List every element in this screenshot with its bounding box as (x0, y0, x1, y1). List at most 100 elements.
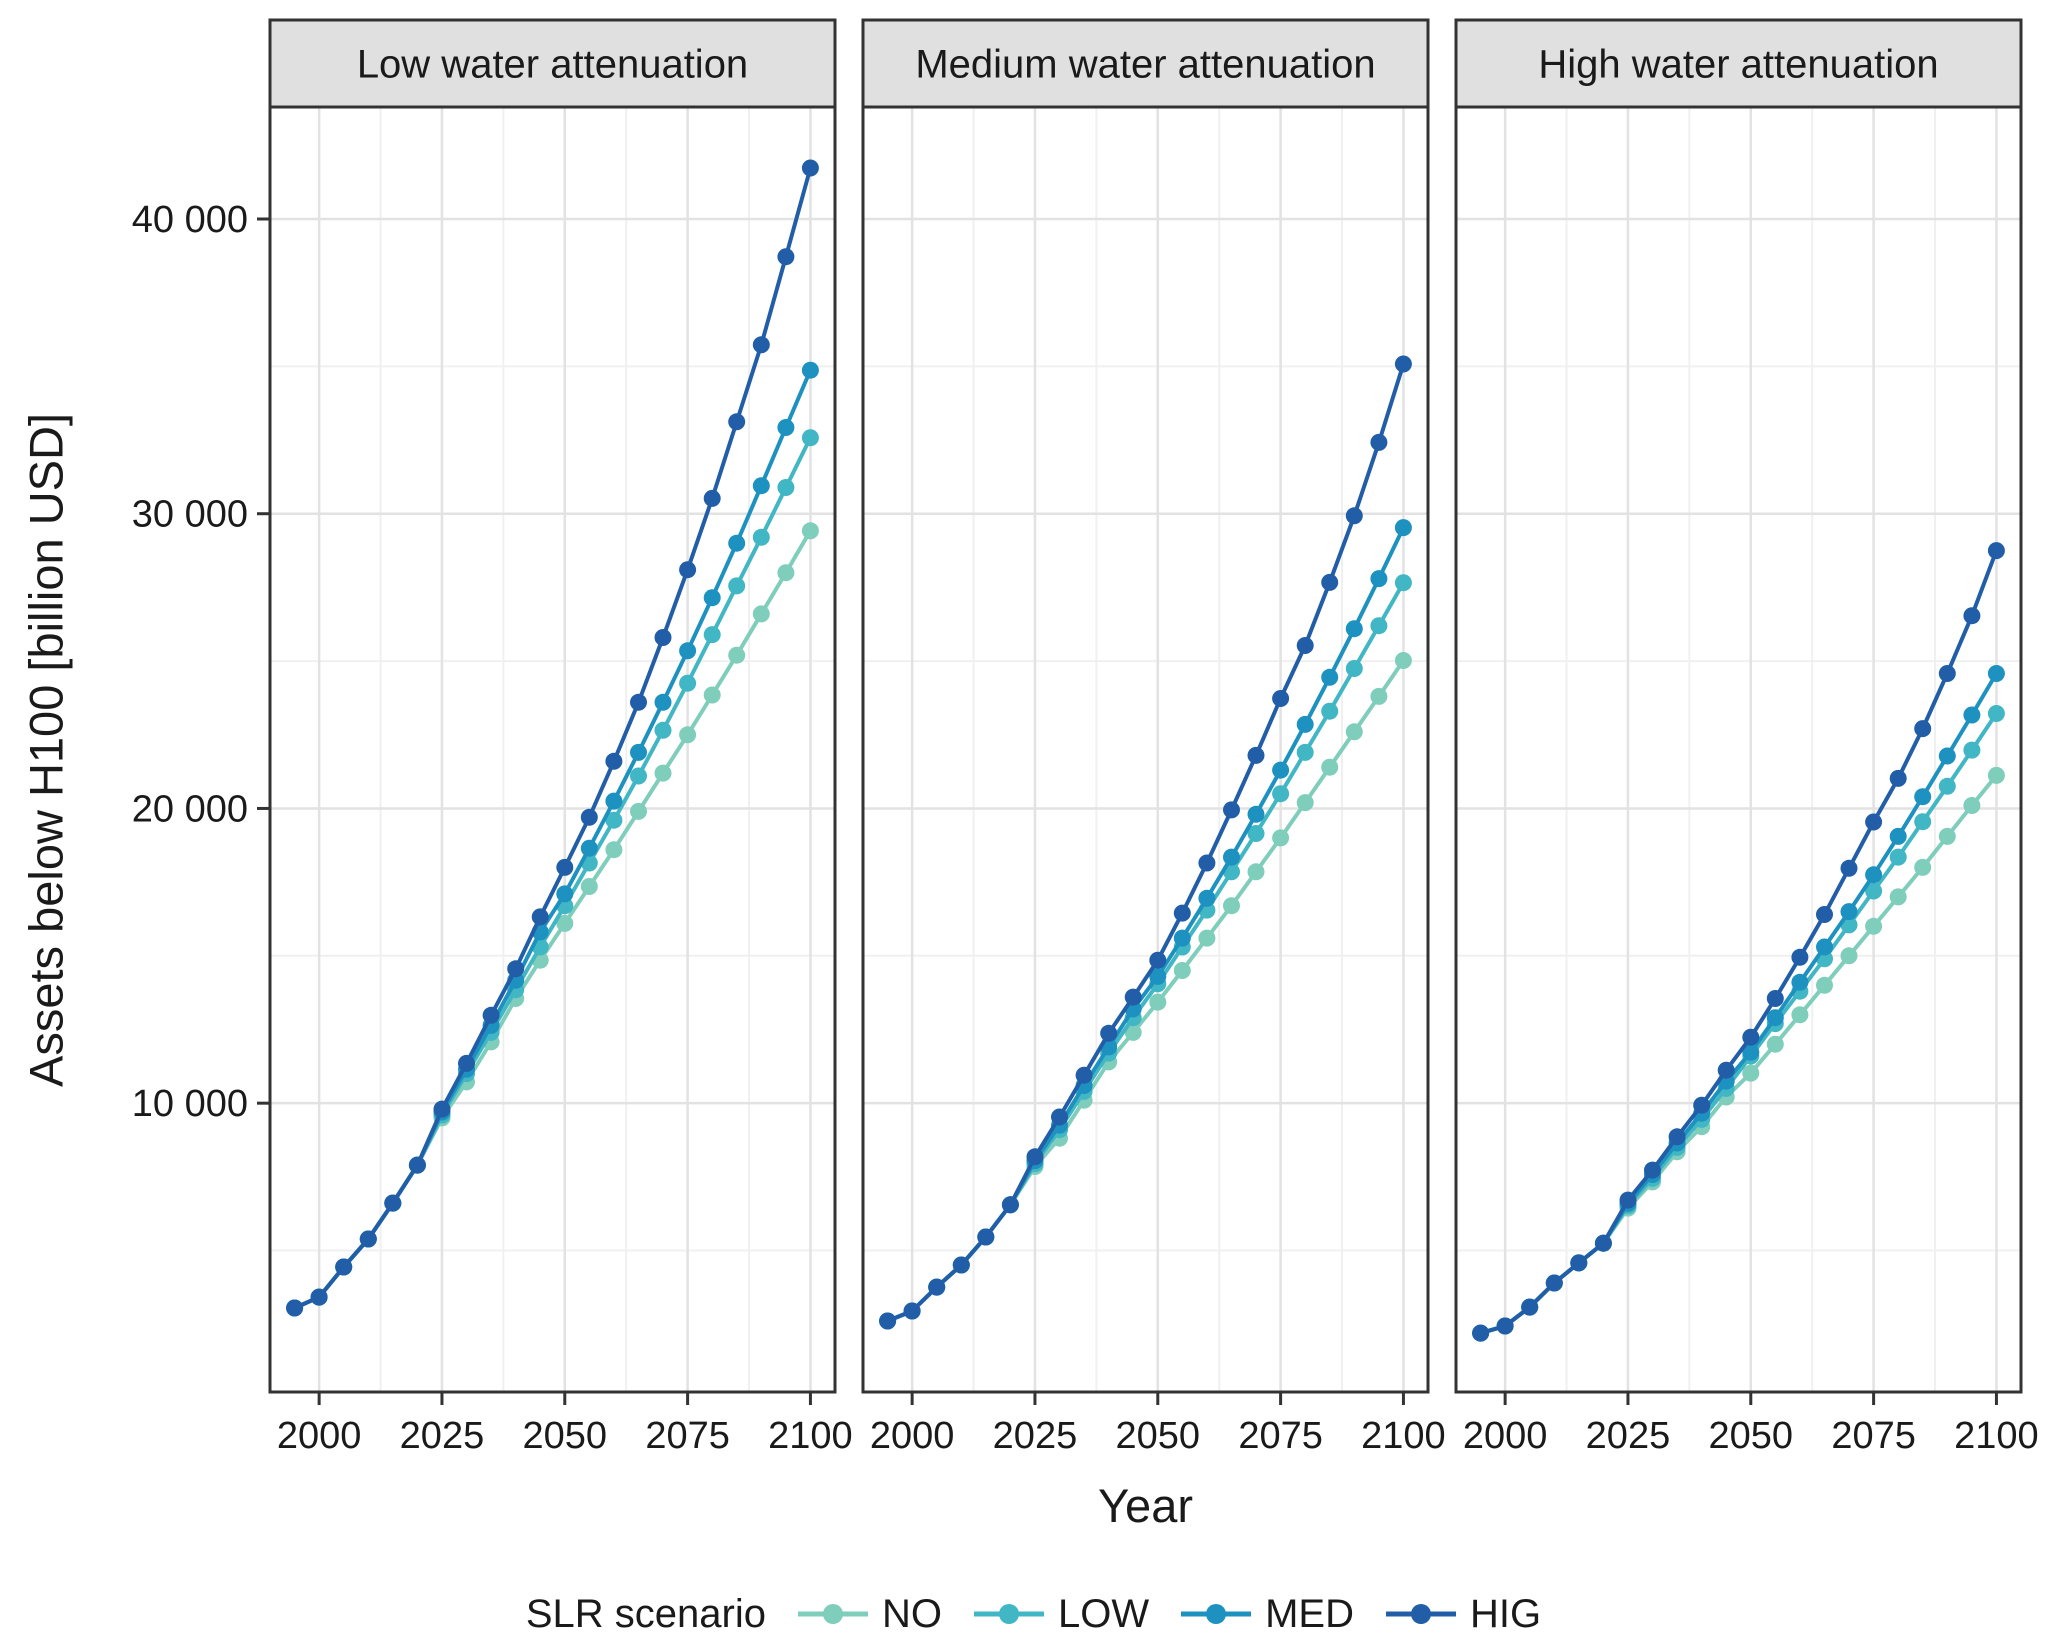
data-point (703, 589, 721, 607)
data-point (1717, 1061, 1735, 1079)
legend-point (998, 1604, 1019, 1624)
legend-point (822, 1604, 843, 1624)
data-point (903, 1302, 921, 1320)
data-point (728, 534, 746, 552)
data-point (1742, 1043, 1760, 1061)
data-point (1321, 702, 1339, 720)
legend-label: MED (1265, 1591, 1354, 1636)
data-point (1321, 573, 1339, 591)
data-point (482, 1006, 500, 1024)
data-point (1223, 897, 1240, 915)
data-point (605, 811, 623, 829)
data-point (1394, 652, 1412, 669)
data-point (1816, 906, 1833, 923)
data-point (728, 577, 746, 595)
data-point (458, 1054, 475, 1072)
panel-header (268, 18, 837, 109)
legend-marker-low-icon (973, 1604, 1044, 1624)
panel-high-water-attenuation: High water attenuation 2000 2025 2050 2075 21… (1454, 18, 2039, 1457)
data-point (408, 1156, 426, 1174)
legend-label: LOW (1057, 1591, 1150, 1636)
x-tick-label: 2100 (1361, 1415, 1446, 1457)
data-point (1963, 797, 1981, 814)
data-point (1496, 1317, 1514, 1335)
data-point (801, 429, 819, 447)
data-point (752, 605, 770, 623)
data-point (1889, 848, 1907, 866)
y-tick-label: 20 000 (132, 788, 248, 830)
x-tick-label: 2050 (1709, 1415, 1794, 1457)
data-point (728, 646, 746, 664)
data-point (1594, 1234, 1612, 1252)
data-point (928, 1278, 946, 1296)
data-point (1545, 1274, 1563, 1292)
data-point (1865, 917, 1883, 935)
data-point (679, 674, 697, 692)
legend-point (1411, 1604, 1431, 1624)
data-point (1296, 794, 1314, 812)
data-point (1272, 829, 1290, 847)
panel-header (1454, 18, 2023, 109)
data-point (1345, 723, 1363, 741)
legend-marker-med-icon (1181, 1604, 1252, 1624)
data-point (679, 726, 697, 744)
data-point (1394, 519, 1412, 537)
data-point (1173, 962, 1191, 979)
data-point (1865, 882, 1883, 900)
data-point (679, 642, 697, 660)
panel-header-label: Low water attenuation (357, 43, 748, 87)
data-point (630, 743, 647, 761)
data-point (952, 1256, 970, 1274)
data-point (977, 1228, 995, 1246)
data-point (1051, 1108, 1068, 1126)
data-point (752, 528, 770, 546)
x-tick-label: 2050 (523, 1415, 608, 1457)
data-point (777, 248, 795, 266)
data-point (1963, 706, 1981, 724)
data-point (1173, 929, 1191, 947)
data-point (1296, 743, 1314, 761)
data-point (654, 721, 672, 739)
data-point (1766, 1035, 1784, 1053)
data-point (286, 1299, 304, 1317)
legend-title: SLR scenario (525, 1591, 766, 1636)
series-line-hig (886, 363, 1406, 1323)
x-tick-label: 2025 (1586, 1415, 1671, 1457)
data-point (1394, 355, 1412, 373)
legend-label: NO (881, 1591, 942, 1636)
data-point (556, 885, 574, 903)
legend-marker-no-icon (797, 1604, 868, 1624)
data-point (1198, 929, 1216, 947)
y-tick-label: 30 000 (132, 494, 248, 536)
panel-header (861, 18, 1430, 109)
panel-medium-water-attenuation: Medium water attenuation 2000 2025 2050 2075… (861, 18, 1446, 1457)
legend-point (1206, 1604, 1227, 1624)
data-point (1766, 990, 1784, 1007)
data-point (1149, 951, 1167, 969)
data-point (1766, 1009, 1784, 1027)
data-point (1889, 769, 1907, 787)
data-point (1296, 715, 1314, 733)
data-point (1321, 668, 1339, 686)
data-point (1816, 976, 1833, 994)
data-point (1345, 620, 1363, 638)
data-point (679, 561, 697, 579)
data-point (1619, 1191, 1637, 1209)
data-point (752, 336, 770, 354)
data-point (1173, 904, 1191, 922)
x-tick-label: 2000 (1463, 1415, 1548, 1457)
data-point (1124, 1023, 1142, 1041)
data-point (1963, 607, 1981, 625)
data-point (1296, 637, 1314, 654)
data-point (654, 693, 672, 711)
data-point (1247, 825, 1265, 842)
data-point (801, 361, 819, 379)
data-point (1840, 947, 1858, 965)
data-point (1100, 1024, 1118, 1042)
data-point (1840, 859, 1858, 877)
data-point (1938, 777, 1956, 795)
data-point (1321, 758, 1339, 776)
data-point (1370, 433, 1388, 451)
y-axis-title: Assets below H100 [billion USD] (19, 413, 73, 1087)
data-point (1149, 993, 1167, 1011)
